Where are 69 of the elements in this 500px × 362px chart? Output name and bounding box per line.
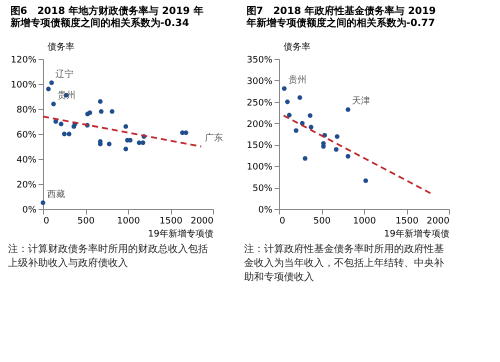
point: [46, 86, 51, 92]
y-tick-label: 300%: [246, 76, 273, 87]
text: 注：计算政府性基金债务率时所用的政府性基金收入为当年收入，不包括上年结转、中央补助和专项债收入: [244, 243, 444, 283]
point: [40, 200, 46, 206]
point: [106, 142, 112, 146]
point: [302, 156, 308, 161]
annotation: 辽宁: [56, 68, 74, 80]
x-tick-label: 500: [77, 216, 95, 226]
point: [184, 130, 188, 136]
annotation: 天津: [352, 96, 370, 107]
x-tick-label: 2000: [426, 216, 450, 226]
point: [285, 100, 290, 104]
annotation: 西藏: [47, 188, 65, 200]
point: [123, 124, 128, 129]
x-tick-label: 1500: [160, 216, 183, 226]
y-tick-label: 20%: [16, 180, 37, 190]
point: [334, 147, 339, 152]
point: [62, 132, 67, 136]
x-tick-label: 0: [280, 216, 286, 226]
chart-title: 图7 2018 年政府性基金债务率与 2019 年新增专项债额度之间的相关系数为-0.77: [245, 5, 436, 29]
y-tick-label: 200%: [246, 120, 273, 130]
chart-title: 图6 2018 年地方财政债务率与 2019 年新增专项债额度之间的相关系数为-0.34: [9, 5, 204, 29]
point: [49, 80, 54, 86]
y-tick-label: 150%: [246, 141, 273, 152]
point: [294, 128, 298, 133]
y-axis-title: 债务率: [284, 42, 310, 52]
point: [334, 134, 340, 139]
y-tick-label: 0%: [22, 206, 37, 216]
x-tick-label: 0: [44, 216, 50, 226]
point: [58, 122, 64, 126]
x-tick-label: 2000: [190, 216, 214, 226]
x-tick-label: 1000: [117, 216, 140, 226]
point: [321, 144, 326, 149]
annotation: 广东: [205, 132, 224, 144]
point: [282, 86, 287, 91]
y-tick-label: 0%: [258, 206, 273, 216]
point: [51, 102, 56, 106]
y-tick-label: 100%: [10, 80, 37, 90]
point: [346, 107, 350, 112]
point: [363, 178, 368, 184]
point: [110, 109, 114, 114]
point: [98, 99, 103, 104]
point: [66, 132, 72, 136]
y-tick-label: 350%: [246, 56, 273, 66]
y-tick-label: 100%: [246, 162, 273, 173]
point: [286, 112, 292, 118]
point: [87, 110, 92, 116]
annotation: 贵州: [58, 90, 76, 101]
y-tick-label: 60%: [16, 130, 37, 140]
y-axis-title: 债务率: [48, 42, 74, 52]
point: [308, 113, 312, 118]
x-tick-label: 1500: [396, 216, 419, 226]
point: [140, 140, 146, 146]
x-tick-label: 1000: [353, 216, 376, 226]
y-tick-label: 120%: [10, 56, 37, 66]
point: [98, 109, 104, 114]
x-tick-label: 500: [313, 216, 331, 226]
annotation: 贵州: [288, 74, 306, 86]
point: [297, 95, 302, 100]
point: [346, 154, 350, 159]
y-tick-label: 80%: [16, 106, 37, 116]
y-tick-label: 40%: [16, 156, 37, 166]
x-axis-title: 19年新增专项债: [148, 228, 214, 240]
x-axis-title: 19年新增专项债: [384, 228, 450, 240]
point: [123, 146, 128, 152]
point: [308, 124, 314, 130]
y-tick-label: 250%: [246, 98, 273, 108]
y-tick-label: 50%: [252, 184, 273, 194]
text: 注：计算财政债务率时所用的财政总收入包括上级补助收入与政府债收入: [8, 243, 208, 269]
